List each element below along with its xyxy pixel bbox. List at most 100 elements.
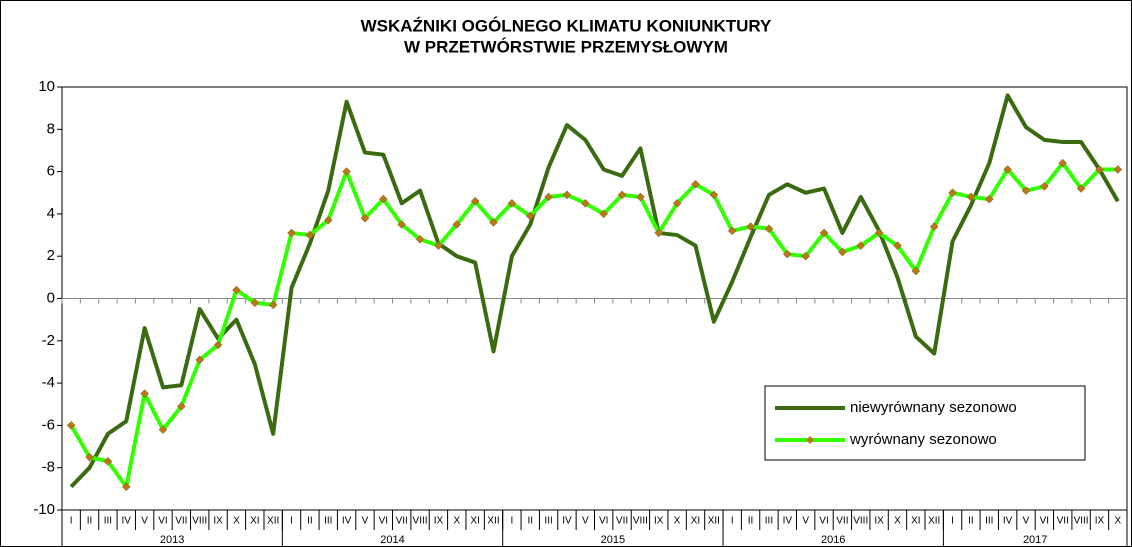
series-marker <box>103 457 113 466</box>
year-label: 2015 <box>601 534 625 546</box>
series-marker <box>489 218 498 227</box>
x-tick-label: III <box>104 516 112 527</box>
x-tick-label: I <box>731 516 734 527</box>
x-tick-label: X <box>1114 516 1121 527</box>
x-tick-label: VIII <box>633 516 648 527</box>
x-tick-label: XII <box>487 516 499 527</box>
x-tick-label: XI <box>691 516 700 527</box>
series-marker <box>874 228 884 238</box>
y-tick-label: -10 <box>33 501 55 518</box>
legend-box <box>764 385 1086 461</box>
y-tick-label: 6 <box>47 163 55 180</box>
x-tick-label: V <box>362 516 369 527</box>
series-marker <box>176 402 186 411</box>
series-line <box>69 93 1120 489</box>
x-tick-label: III <box>544 516 552 527</box>
series-marker <box>213 340 223 350</box>
series-marker <box>948 188 957 198</box>
x-tick-label: VIII <box>1074 516 1089 527</box>
x-tick-label: VI <box>158 516 167 527</box>
x-tick-label: VI <box>599 516 608 527</box>
x-tick-label: VIII <box>413 516 428 527</box>
x-tick-label: II <box>527 516 533 527</box>
series-line <box>69 161 1118 489</box>
series-marker <box>1058 158 1068 168</box>
x-tick-label: VIII <box>192 516 207 527</box>
x-tick-label: VI <box>379 516 388 527</box>
y-tick-label: -4 <box>42 374 55 391</box>
y-tick-label: 10 <box>38 78 55 95</box>
series-marker <box>360 213 370 223</box>
series-marker <box>562 190 572 200</box>
series-marker <box>1076 184 1086 193</box>
series-marker <box>66 421 76 430</box>
series-marker <box>415 234 425 244</box>
x-tick-label: III <box>324 516 332 527</box>
y-tick-label: 4 <box>47 205 55 222</box>
series-marker <box>250 298 260 308</box>
series-marker <box>287 228 296 238</box>
x-tick-label: II <box>87 516 93 527</box>
series-marker <box>838 247 847 257</box>
series-marker <box>911 266 921 276</box>
y-tick-label: 2 <box>47 247 55 264</box>
x-tick-label: X <box>453 516 460 527</box>
series-marker <box>507 198 517 208</box>
series-marker <box>764 224 774 234</box>
x-tick-label: V <box>1023 516 1030 527</box>
year-label: 2013 <box>160 534 184 546</box>
series-marker <box>140 389 149 399</box>
x-tick-label: XI <box>470 516 479 527</box>
y-tick-label: -2 <box>42 332 55 349</box>
x-tick-label: IX <box>434 516 444 527</box>
x-tick-label: IV <box>122 516 132 527</box>
x-tick-label: II <box>968 516 974 527</box>
series-marker <box>121 482 131 492</box>
series-marker <box>984 194 994 204</box>
series-marker <box>305 230 315 240</box>
series-marker <box>746 222 755 231</box>
x-tick-label: I <box>951 516 954 527</box>
series-marker <box>1021 186 1031 195</box>
year-label: 2017 <box>1023 534 1047 546</box>
legend-marker <box>806 436 814 444</box>
x-tick-label: VI <box>1040 516 1049 527</box>
series-marker <box>893 241 902 250</box>
series-marker <box>782 249 792 259</box>
year-label: 2014 <box>380 534 404 546</box>
chart-title: W PRZETWÓRSTWIE PRZEMYSŁOWYM <box>404 37 728 56</box>
series-marker <box>709 190 719 200</box>
series-marker <box>580 198 590 208</box>
x-tick-label: I <box>510 516 513 527</box>
x-tick-label: III <box>985 516 993 527</box>
series-marker <box>470 196 480 206</box>
x-tick-label: VIII <box>853 516 868 527</box>
series-marker <box>342 167 351 176</box>
x-tick-label: XII <box>267 516 279 527</box>
x-tick-label: II <box>748 516 754 527</box>
series-marker <box>966 192 976 202</box>
series-marker <box>1040 182 1049 191</box>
series-marker <box>1113 165 1123 174</box>
x-tick-label: VII <box>396 516 408 527</box>
x-tick-label: X <box>674 516 681 527</box>
series-marker <box>452 220 462 229</box>
x-tick-label: VII <box>616 516 628 527</box>
series-marker <box>158 425 168 434</box>
x-tick-label: VII <box>1057 516 1069 527</box>
series-marker <box>525 211 535 221</box>
series-marker <box>599 209 609 219</box>
x-tick-label: XI <box>911 516 920 527</box>
y-tick-label: -8 <box>42 459 55 476</box>
legend-label: niewyrównany sezonowo <box>850 399 1017 416</box>
series-marker <box>232 285 241 295</box>
x-tick-label: V <box>802 516 809 527</box>
x-tick-label: I <box>70 516 73 527</box>
series-marker <box>1095 165 1104 174</box>
x-tick-label: V <box>141 516 148 527</box>
x-tick-label: IV <box>1003 516 1013 527</box>
series-marker <box>85 452 94 462</box>
series-marker <box>268 300 278 310</box>
x-tick-label: IX <box>213 516 223 527</box>
